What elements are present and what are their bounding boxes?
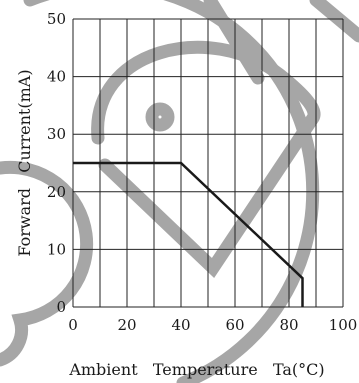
watermark-arc-outer	[23, 0, 320, 383]
x-tick-label: 0	[68, 316, 78, 334]
derating-curve	[73, 161, 304, 307]
y-tick-label: 40	[47, 68, 66, 86]
y-axis-title: Forward Current(mA)	[15, 69, 34, 256]
y-tick-label: 0	[56, 298, 66, 316]
x-axis-title: Ambient Temperature Ta(°C)	[68, 360, 324, 379]
y-tick-label: 10	[47, 240, 66, 258]
watermark-stroke-corner	[309, 0, 359, 43]
x-tick-label: 60	[225, 316, 244, 334]
x-tick-label: 100	[329, 316, 358, 334]
watermark-dot	[145, 102, 175, 132]
y-tick-label: 30	[47, 125, 66, 143]
watermark-arc-left	[0, 160, 94, 367]
x-tick-label: 40	[171, 316, 190, 334]
chart-grid	[72, 18, 344, 308]
x-tick-label: 20	[117, 316, 136, 334]
watermark-stroke-top	[203, 0, 265, 85]
chart-tick-labels: 0 20 40 60 80 100 0 10 20 30 40 50	[47, 10, 357, 334]
y-tick-label: 20	[47, 183, 66, 201]
watermark-loop	[91, 40, 321, 279]
chart-series	[73, 161, 304, 307]
y-tick-label: 50	[47, 10, 66, 28]
x-tick-label: 80	[279, 316, 298, 334]
